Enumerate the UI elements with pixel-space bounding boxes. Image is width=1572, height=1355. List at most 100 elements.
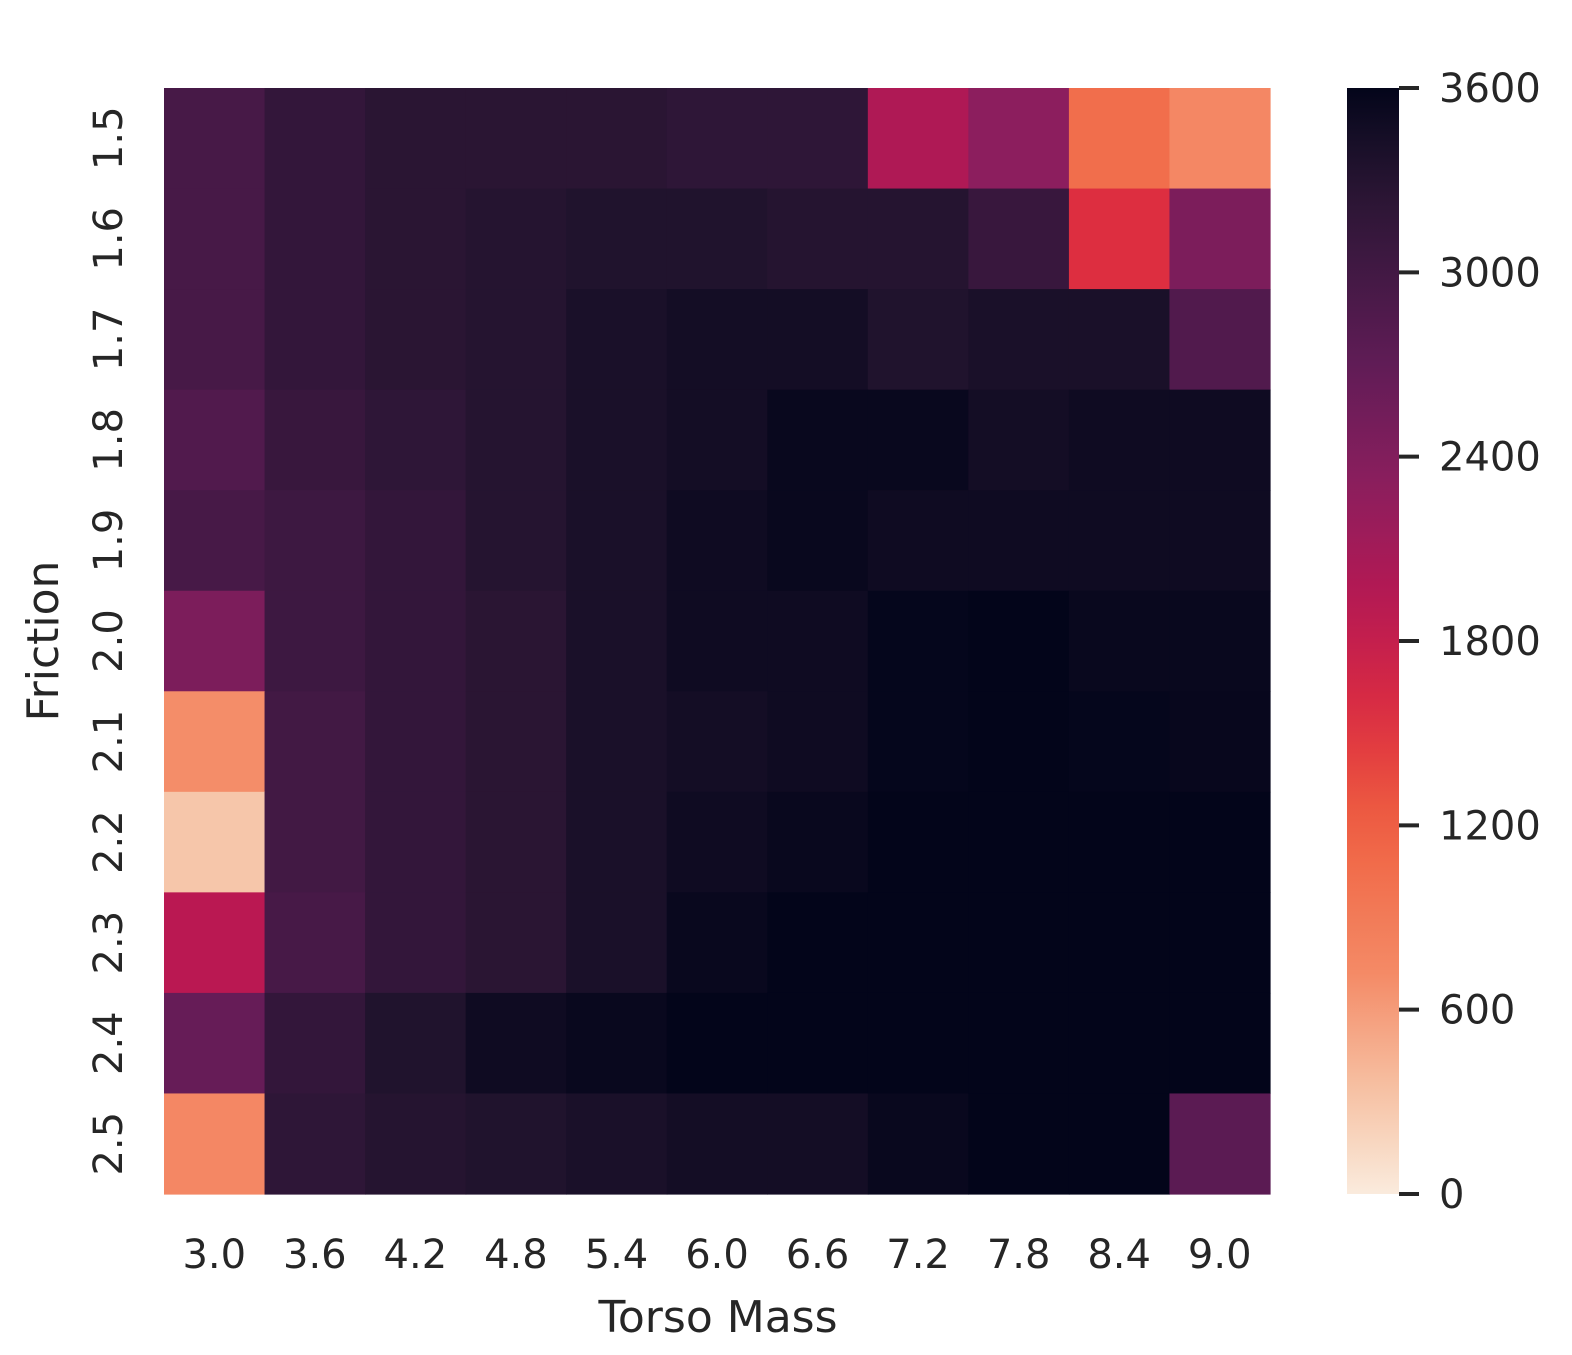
heatmap-cell: [767, 289, 869, 391]
heatmap-cell: [1169, 88, 1271, 190]
colorbar-tick-label: 0: [1439, 1172, 1464, 1218]
heatmap-cell: [1068, 188, 1171, 290]
heatmap-cell: [566, 791, 668, 893]
x-tick-label: 4.8: [484, 1232, 548, 1278]
heatmap-cell: [1169, 490, 1271, 592]
heatmap-cell: [264, 892, 366, 994]
heatmap-cell: [1169, 590, 1271, 692]
heatmap-cell: [465, 992, 567, 1095]
heatmap-cell: [566, 490, 668, 592]
heatmap-cell: [1169, 691, 1271, 793]
heatmap-cell: [1068, 289, 1171, 391]
heatmap-cell: [264, 88, 366, 190]
heatmap-cell: [968, 691, 1070, 793]
y-tick-label: 1.8: [86, 408, 132, 472]
heatmap-cell: [968, 88, 1070, 190]
heatmap-cell: [566, 389, 668, 491]
heatmap-cell: [867, 791, 969, 893]
heatmap-cell: [465, 289, 567, 391]
heatmap-cell: [1068, 590, 1171, 692]
heatmap-cell: [465, 691, 567, 793]
heatmap-cell: [1068, 791, 1171, 893]
y-tick-label: 1.6: [86, 207, 132, 271]
heatmap-cell: [767, 1093, 869, 1195]
x-tick-label: 3.6: [283, 1232, 347, 1278]
heatmap-cell: [365, 289, 467, 391]
heatmap-cell: [1068, 992, 1171, 1095]
heatmap-cell: [968, 289, 1070, 391]
x-tick-label: 5.4: [585, 1232, 649, 1278]
heatmap-cell: [566, 188, 668, 290]
y-axis-title: Friction: [18, 561, 69, 722]
colorbar-tick-label: 1800: [1439, 619, 1541, 665]
heatmap-cell: [1169, 992, 1271, 1095]
heatmap-cell: [264, 188, 366, 290]
heatmap-cell: [666, 188, 768, 290]
heatmap-cell: [666, 289, 768, 391]
heatmap-cell: [1169, 188, 1271, 290]
heatmap-cell: [867, 389, 969, 491]
heatmap-cell: [767, 88, 869, 190]
heatmap-cell: [1169, 892, 1271, 994]
heatmap-cell: [767, 892, 869, 994]
heatmap-cell: [566, 590, 668, 692]
y-tick-label: 1.9: [86, 509, 132, 573]
heatmap-cell: [767, 490, 869, 592]
heatmap-cell: [867, 188, 969, 290]
heatmap-cell: [465, 892, 567, 994]
y-axis-ticks: 1.5 1.6 1.7 1.8 1.9 2.0 2.1 2.2 2.3 2.4 2.5: [86, 106, 132, 1175]
heatmap-cell: [164, 88, 266, 190]
heatmap-cell: [465, 590, 567, 692]
heatmap-cell: [968, 389, 1070, 491]
heatmap-cell: [264, 389, 366, 491]
heatmap-cell: [566, 289, 668, 391]
heatmap-cell: [566, 892, 668, 994]
colorbar: [1347, 88, 1399, 1194]
heatmap-cell: [566, 88, 668, 190]
colorbar-tick-label: 3000: [1439, 250, 1541, 296]
heatmap-cell: [767, 389, 869, 491]
heatmap-cell: [867, 892, 969, 994]
heatmap-cell: [465, 1093, 567, 1195]
heatmap-cell: [1068, 691, 1171, 793]
heatmap-cell: [365, 992, 467, 1095]
heatmap-cell: [867, 88, 969, 190]
heatmap-cell: [666, 389, 768, 491]
heatmap-cell: [1169, 389, 1271, 491]
heatmap-cell: [1068, 490, 1171, 592]
heatmap-cell: [666, 88, 768, 190]
y-tick-label: 2.3: [86, 911, 132, 975]
heatmap-cell: [867, 590, 969, 692]
colorbar-tick-label: 600: [1439, 988, 1515, 1034]
y-tick-label: 2.2: [86, 810, 132, 874]
heatmap-cell: [968, 892, 1070, 994]
heatmap-cell: [1169, 791, 1271, 893]
x-tick-label: 3.0: [182, 1232, 246, 1278]
heatmap-cell: [465, 791, 567, 893]
heatmap-cell: [666, 1093, 768, 1195]
y-tick-label: 1.5: [86, 106, 132, 170]
heatmap-cell: [867, 992, 969, 1095]
y-tick-label: 2.1: [86, 710, 132, 774]
heatmap-cell: [164, 289, 266, 391]
y-tick-label: 2.4: [86, 1011, 132, 1075]
heatmap-cell: [365, 88, 467, 190]
y-tick-label: 1.7: [86, 308, 132, 372]
heatmap-cell: [968, 1093, 1070, 1195]
heatmap-cells: [164, 88, 1271, 1195]
heatmap-cell: [365, 791, 467, 893]
heatmap-cell: [767, 691, 869, 793]
colorbar-tick-label: 1200: [1439, 803, 1541, 849]
heatmap-cell: [666, 490, 768, 592]
heatmap-cell: [465, 389, 567, 491]
heatmap-cell: [264, 1093, 366, 1195]
heatmap-cell: [365, 590, 467, 692]
heatmap-cell: [566, 1093, 668, 1195]
heatmap-cell: [164, 992, 266, 1095]
heatmap-cell: [566, 992, 668, 1095]
heatmap-cell: [867, 1093, 969, 1195]
heatmap-cell: [164, 590, 266, 692]
heatmap-cell: [767, 992, 869, 1095]
x-axis-title: Torso Mass: [597, 1292, 837, 1343]
